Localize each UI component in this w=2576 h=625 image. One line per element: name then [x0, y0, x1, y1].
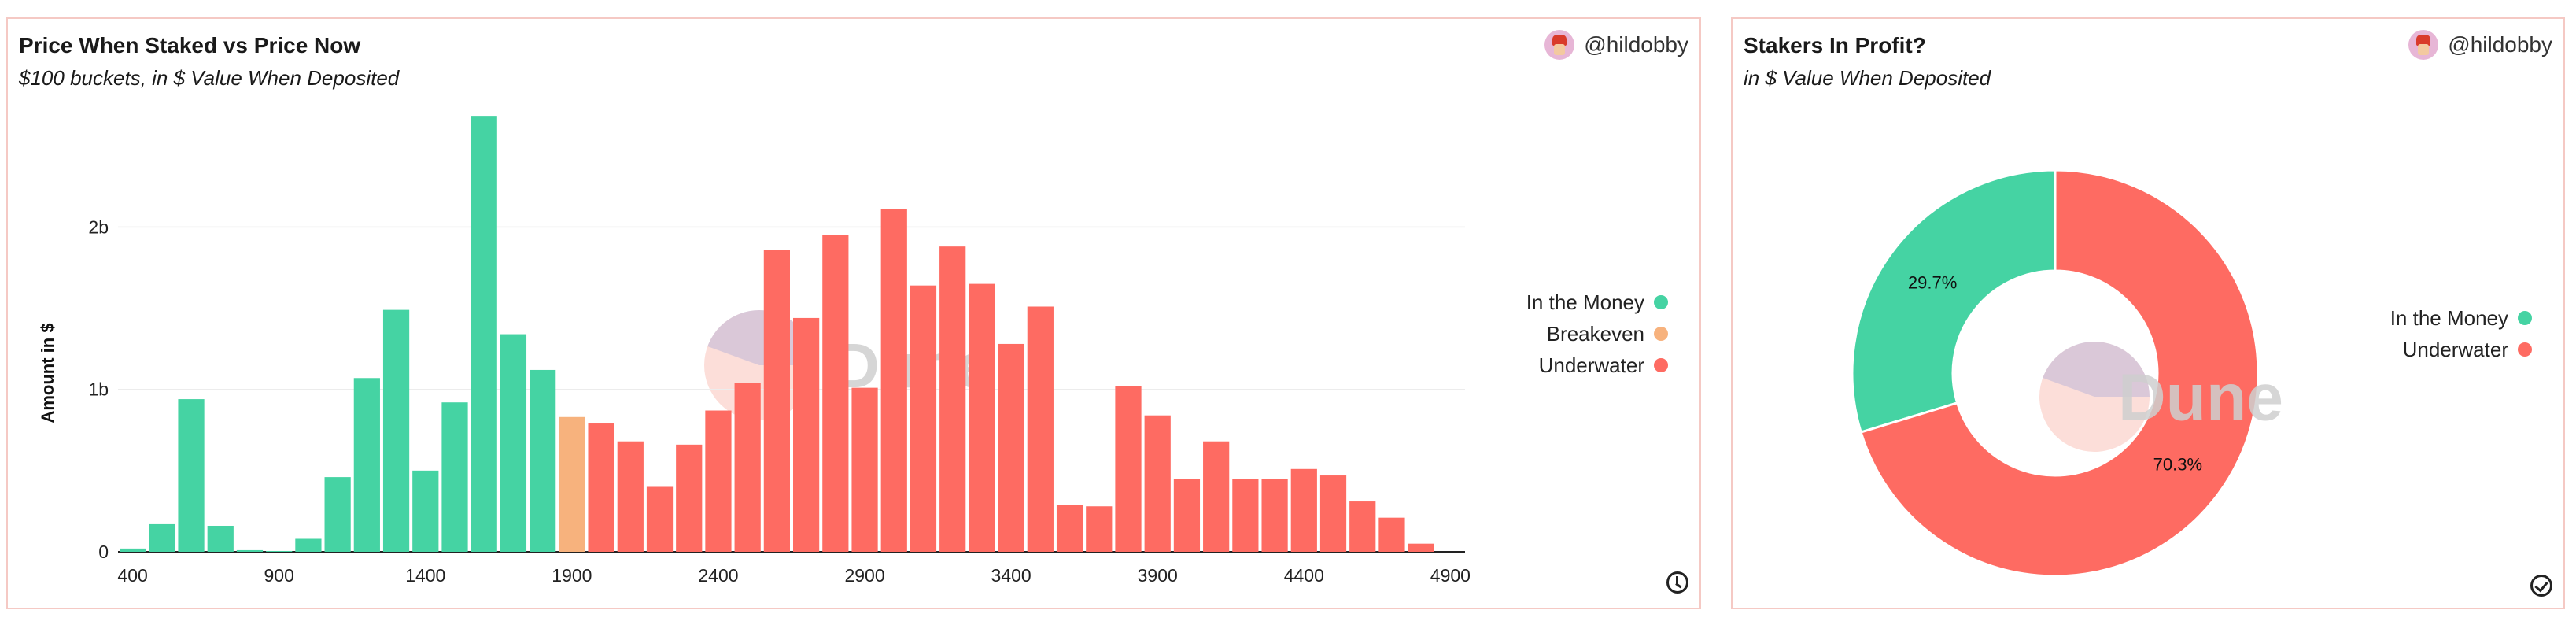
legend-item[interactable]: Breakeven — [1526, 318, 1668, 349]
legend-item[interactable]: Underwater — [2390, 334, 2532, 365]
histogram-bar[interactable] — [353, 378, 380, 552]
histogram-bar[interactable] — [1144, 415, 1171, 552]
slice-label: 70.3% — [2153, 455, 2202, 475]
x-tick-label: 4900 — [1430, 565, 1471, 586]
slice-label: 29.7% — [1908, 272, 1957, 292]
x-tick-label: 2400 — [698, 565, 738, 586]
donut-panel: Stakers In Profit? in $ Value When Depos… — [1731, 17, 2565, 609]
histogram-bar[interactable] — [1027, 306, 1054, 552]
clock-icon[interactable] — [1666, 571, 1688, 594]
legend-swatch — [1654, 295, 1668, 309]
donut-author[interactable]: @hildobby — [2408, 30, 2552, 60]
x-tick-label: 1900 — [552, 565, 592, 586]
x-tick-label: 3900 — [1138, 565, 1178, 586]
avatar-icon — [2408, 30, 2439, 60]
legend-label: Breakeven — [1546, 321, 1644, 346]
histogram-bar[interactable] — [1115, 386, 1142, 552]
legend-item[interactable]: In the Money — [2390, 302, 2532, 334]
legend-swatch — [1654, 327, 1668, 341]
donut-legend: In the Money Underwater — [2390, 302, 2532, 365]
histogram-bar[interactable] — [939, 246, 966, 552]
x-tick-label: 2900 — [844, 565, 884, 586]
legend-label: In the Money — [2390, 305, 2508, 330]
histogram-subtitle: $100 buckets, in $ Value When Deposited — [19, 66, 400, 90]
x-tick-label: 400 — [117, 565, 147, 586]
histogram-bar[interactable] — [676, 444, 703, 552]
x-tick-label: 4400 — [1284, 565, 1324, 586]
histogram-bar[interactable] — [382, 309, 410, 552]
histogram-author[interactable]: @hildobby — [1544, 30, 1688, 60]
dune-watermark-text: Dune — [2118, 360, 2283, 434]
histogram-bar[interactable] — [1349, 501, 1376, 552]
histogram-bar[interactable] — [178, 399, 205, 552]
donut-title: Stakers In Profit? — [1744, 33, 1926, 57]
x-tick-label: 3400 — [991, 565, 1032, 586]
histogram-bar[interactable] — [266, 550, 293, 552]
x-tick-label: 900 — [264, 565, 294, 586]
avatar-icon — [1544, 30, 1575, 60]
histogram-bar[interactable] — [588, 423, 614, 552]
legend-swatch — [2518, 342, 2532, 357]
histogram-bar[interactable] — [1056, 505, 1083, 552]
histogram-chart: Dune 40090014001900240029003400390044004… — [38, 116, 1471, 586]
y-tick-label: 1b — [88, 379, 109, 400]
histogram-bar[interactable] — [412, 470, 439, 552]
histogram-bar[interactable] — [793, 317, 820, 552]
legend-label: Underwater — [1538, 353, 1644, 377]
histogram-bar[interactable] — [530, 369, 556, 552]
histogram-bar[interactable] — [120, 548, 146, 552]
histogram-bar[interactable] — [880, 209, 907, 552]
histogram-bar[interactable] — [500, 334, 527, 552]
legend-swatch — [1654, 358, 1668, 372]
histogram-bar[interactable] — [441, 402, 468, 552]
dune-watermark: Dune — [2039, 342, 2283, 452]
histogram-bar[interactable] — [1173, 479, 1201, 552]
histogram-bar[interactable] — [207, 525, 234, 552]
histogram-bar[interactable] — [646, 486, 674, 552]
legend-label: Underwater — [2402, 337, 2508, 361]
histogram-bar[interactable] — [1378, 517, 1405, 552]
histogram-bar[interactable] — [969, 283, 995, 552]
histogram-bar[interactable] — [1408, 543, 1434, 552]
histogram-bar[interactable] — [734, 383, 761, 552]
donut-slice[interactable] — [1851, 168, 2057, 434]
legend-item[interactable]: In the Money — [1526, 287, 1668, 318]
histogram-bar[interactable] — [910, 285, 937, 552]
check-circle-icon[interactable] — [2530, 575, 2552, 597]
x-tick-label: 1400 — [405, 565, 445, 586]
histogram-bar[interactable] — [324, 477, 351, 552]
donut-slice[interactable] — [1859, 168, 2260, 578]
histogram-bar[interactable] — [822, 235, 849, 552]
histogram-panel: Price When Staked vs Price Now $100 buck… — [6, 17, 1701, 609]
histogram-legend: In the Money Breakeven Underwater — [1526, 287, 1668, 381]
legend-label: In the Money — [1526, 290, 1644, 314]
donut-subtitle: in $ Value When Deposited — [1744, 66, 1991, 90]
author-name: @hildobby — [1584, 32, 1688, 57]
histogram-bar[interactable] — [1203, 441, 1230, 552]
histogram-bar[interactable] — [763, 250, 790, 552]
histogram-bar[interactable] — [295, 538, 322, 552]
donut-chart: 29.7% 70.3% Dune — [1851, 168, 2283, 578]
histogram-bar[interactable] — [851, 387, 878, 552]
histogram-bar[interactable] — [1319, 475, 1347, 552]
legend-item[interactable]: Underwater — [1526, 349, 1668, 381]
histogram-bar[interactable] — [1290, 468, 1317, 552]
histogram-bar[interactable] — [559, 416, 585, 552]
author-name: @hildobby — [2448, 32, 2552, 57]
histogram-bar[interactable] — [236, 549, 264, 552]
histogram-title: Price When Staked vs Price Now — [19, 33, 361, 57]
histogram-bar[interactable] — [1261, 479, 1288, 552]
y-tick-label: 2b — [88, 216, 109, 237]
histogram-bar[interactable] — [471, 116, 497, 552]
histogram-bar[interactable] — [998, 343, 1024, 552]
y-tick-label: 0 — [98, 542, 109, 562]
histogram-bar[interactable] — [149, 523, 175, 552]
histogram-bar[interactable] — [705, 410, 732, 552]
histogram-bar[interactable] — [617, 441, 644, 552]
histogram-bar[interactable] — [1086, 506, 1113, 552]
histogram-bar[interactable] — [1232, 479, 1259, 552]
y-axis-label: Amount in $ — [38, 323, 57, 423]
legend-swatch — [2518, 311, 2532, 325]
